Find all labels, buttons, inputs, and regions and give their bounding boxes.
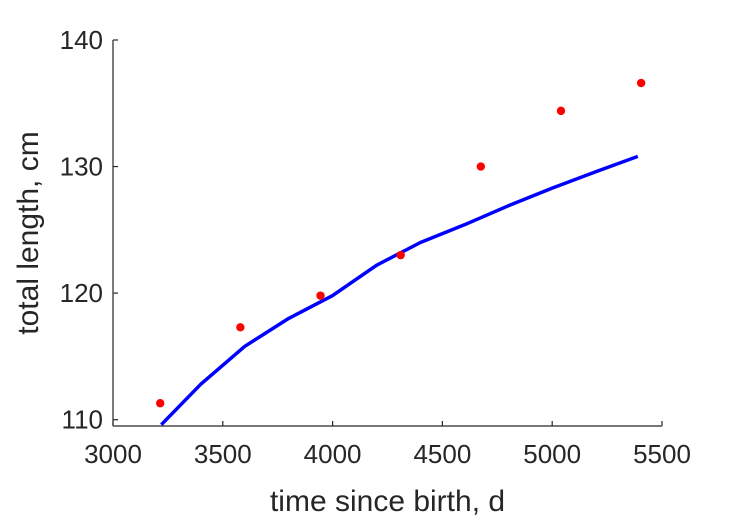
x-tick-label: 3000 — [84, 439, 142, 469]
y-tick-label: 120 — [60, 278, 103, 308]
data-points-group — [156, 78, 646, 408]
x-tick-label: 3500 — [194, 439, 252, 469]
data-point — [396, 250, 405, 260]
fit-curve-group — [160, 154, 639, 426]
y-tick-label: 110 — [62, 405, 103, 435]
x-tick-label: 5000 — [523, 439, 581, 469]
tick-marks — [112, 39, 663, 426]
x-tick-label: 4000 — [304, 439, 362, 469]
y-tick-label: 140 — [60, 25, 103, 55]
data-point — [236, 323, 245, 332]
data-point — [156, 399, 165, 408]
tick-labels: 3000 3500 4000 4500 5000 5500 110 120 130 140 — [60, 25, 691, 469]
data-point — [636, 78, 646, 88]
data-point — [476, 162, 486, 171]
x-axis-label: time since birth, d — [270, 485, 505, 518]
data-point — [556, 106, 566, 116]
fit-curve-line — [160, 154, 639, 426]
x-tick-label: 4500 — [413, 439, 471, 469]
x-tick-label: 5500 — [633, 439, 691, 469]
y-axis-label: total length, cm — [12, 131, 45, 334]
data-point — [316, 291, 325, 300]
y-tick-label: 130 — [60, 152, 103, 182]
axes — [112, 40, 662, 427]
